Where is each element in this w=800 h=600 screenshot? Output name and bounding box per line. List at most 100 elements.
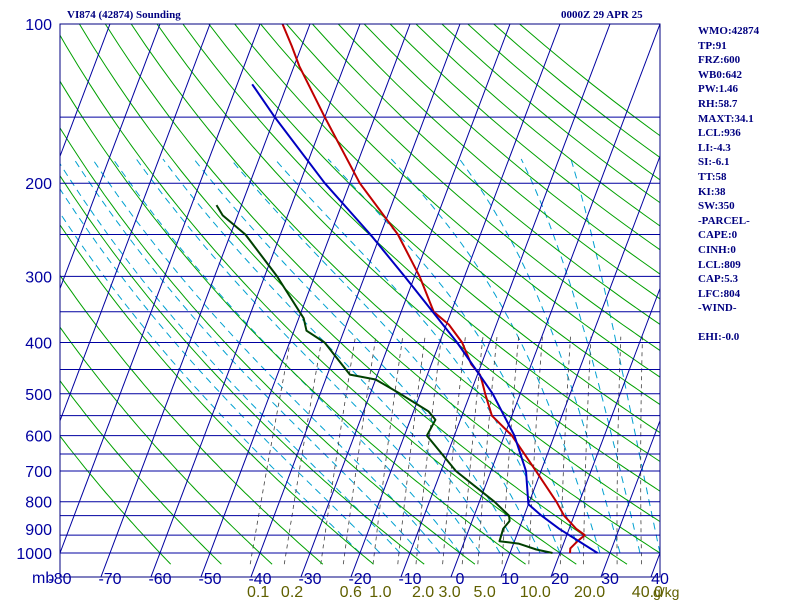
pressure-tick-label: 700 [25,464,52,481]
index-wmo: WMO:42874 [698,25,760,37]
dry-adiabat-line [312,24,660,326]
dry-adiabat-line [130,24,660,523]
temperature-tick-label: -70 [98,571,121,588]
moist-adiabat-line [73,158,421,554]
chart-timestamp: 0000Z 29 APR 25 [561,9,643,21]
dry-adiabat-line [60,224,374,565]
moist-adiabat-line [162,158,501,554]
dry-adiabat-line [60,379,222,565]
moist-adiabat-line [112,158,461,554]
mixing-ratio-unit-label: g/kg [653,584,679,600]
pressure-tick-label: 300 [25,269,52,286]
isotherm-line [450,24,660,577]
temperature-tick-label: -50 [198,571,221,588]
moist-adiabat-line [60,162,401,554]
moist-adiabat-line [193,158,521,554]
index-ehi: EHI:-0.0 [698,331,740,344]
temperature-tick-label: -30 [298,571,321,588]
moist-adiabat-line [92,158,441,554]
dry-adiabat-line [260,24,660,378]
pressure-tick-label: 400 [25,335,52,352]
moist-adiabat-line [60,188,381,554]
index-lcl: LCL:936 [698,127,741,140]
dewpoint-trace [215,204,553,554]
dry-adiabat-line [208,24,660,434]
moist-adiabat-line [459,158,621,554]
chart-title: VI874 (42874) Sounding [67,9,181,21]
moist-adiabat-line [135,158,481,554]
index-si: SI:-6.1 [698,156,730,169]
index-rh: RH:58.7 [698,97,738,110]
temperature-tick-label: -60 [148,571,171,588]
isotherm-line [500,154,660,577]
dry-adiabat-line [60,34,577,565]
mixing-ratio-tick-label: 2.0 [412,584,434,600]
dry-adiabat-line [60,80,526,565]
dry-adiabat-line [234,24,660,406]
isotherm-line [350,24,561,577]
temperature-tick-label: 30 [601,571,619,588]
isotherm-line [60,24,261,555]
pressure-tick-label: 900 [25,522,52,539]
index-maxt: MAXT:34.1 [698,112,754,125]
temperature-tick-label: -10 [398,571,421,588]
pressure-tick-label: 600 [25,429,52,446]
dry-adiabat-line [60,174,425,565]
mixing-ratio-tick-label: 0.2 [281,584,303,600]
isotherm-line [550,287,660,577]
pressure-tick-label: 1000 [16,546,52,563]
index-li: LI:-4.3 [698,141,731,154]
sounding-indices-panel: WMO:42874 TP:91 FRZ:600 WB0:642 PW:1.46 … [698,24,759,345]
isotherm-line [600,419,660,577]
index-wb0: WB0:642 [698,68,742,81]
pressure-axis-label: mb [32,570,54,587]
index-lfc: LFC:804 [698,287,741,300]
index-ki: KI:38 [698,185,726,198]
mixing-ratio-tick-label: 0.6 [340,584,362,600]
mixing-ratio-tick-label: 3.0 [438,584,460,600]
temperature-tick-label: -80 [48,571,71,588]
dry-adiabat-line [337,24,660,300]
index-tt: TT:58 [698,170,727,183]
dry-adiabat-line [156,24,660,492]
isotherm-line [250,24,461,577]
isotherm-line [60,24,111,158]
isotherm-line [60,24,161,290]
index-pw: PW:1.46 [698,83,739,96]
dry-adiabat-line [389,24,660,251]
index-tp: TP:91 [698,39,727,52]
temperature-tick-label: 40 [651,571,669,588]
temperature-tick-label: 0 [456,571,465,588]
mixing-ratio-tick-label: 0.1 [247,584,269,600]
dry-adiabat-line [60,435,172,565]
mixing-ratio-tick-label: 20.0 [574,584,605,600]
mixing-ratio-tick-label: 40.0 [632,584,663,600]
moist-adiabat-line [520,158,641,554]
index-parcel-lcl: LCL:809 [698,258,741,271]
moist-adiabats [60,158,660,554]
mixing-ratio-line [342,336,377,565]
moist-adiabat-line [570,158,660,554]
temperature-tick-label: 20 [551,571,569,588]
plot-frame [59,23,661,578]
index-cinh: CINH:0 [698,243,736,256]
dry-adiabat-line [286,24,660,352]
isotherm-line [400,24,611,577]
index-spacer [698,316,759,331]
isotherm-line [60,24,211,423]
pressure-tick-label: 800 [25,495,52,512]
isotherm-line [200,24,411,577]
parcel-trace [251,83,599,554]
index-cap: CAP:5.3 [698,273,739,286]
index-frz: FRZ:600 [698,54,741,67]
dry-adiabat-line [60,274,324,565]
pressure-tick-label: 200 [25,176,52,193]
wind-section-header: -WIND- [698,302,737,315]
pressure-tick-label: 100 [25,17,52,34]
temperature-tick-label: 10 [501,571,519,588]
mixing-ratio-line [283,336,323,565]
mixing-ratio-tick-label: 5.0 [473,584,495,600]
